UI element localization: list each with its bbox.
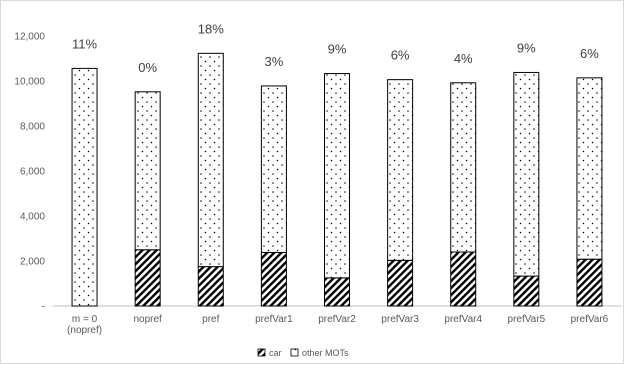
percent-label: 6%	[580, 46, 599, 61]
bar-segment-car	[324, 277, 350, 307]
bar-segment-car	[450, 251, 477, 307]
x-tick-label: pref	[202, 314, 219, 325]
bar-segment-other-mots	[387, 79, 414, 261]
bar-segment-car	[513, 275, 540, 307]
bar-segment-other-mots	[134, 91, 161, 251]
legend-label-car: car	[269, 348, 282, 358]
legend-swatch-car	[257, 348, 266, 357]
y-tick-label: -	[42, 302, 45, 313]
y-tick-label: 12,000	[14, 32, 45, 43]
x-tick-label: prefVar5	[508, 314, 546, 325]
x-axis-labels: m = 0 (nopref) nopref pref prefVar1 prefVar2 p…	[67, 314, 609, 336]
bar-segment-other-mots	[324, 73, 350, 279]
percent-label: 4%	[454, 51, 473, 66]
legend: car other MOTs	[257, 348, 349, 358]
percent-label: 6%	[391, 48, 410, 63]
bars	[71, 52, 603, 307]
legend-label-other-mots: other MOTs	[302, 348, 349, 358]
x-tick-label: prefVar4	[444, 314, 482, 325]
bar-segment-other-mots	[71, 67, 98, 307]
percent-label: 11%	[72, 36, 97, 51]
bar-segment-other-mots	[513, 71, 540, 277]
y-tick-label: 6,000	[20, 167, 45, 178]
y-axis: 12,000 10,000 8,000 6,000 4,000 2,000 -	[14, 32, 45, 313]
bar-segment-car	[134, 249, 161, 307]
percent-label: 18%	[198, 21, 224, 36]
percent-annotations: 11% 0% 18% 3% 9% 6% 4% 9% 6%	[72, 21, 599, 74]
x-tick-label: m = 0 (nopref)	[67, 314, 102, 336]
bar-segment-other-mots	[576, 77, 603, 260]
percent-label: 9%	[517, 40, 536, 55]
y-tick-label: 2,000	[20, 257, 45, 268]
x-tick-label: prefVar2	[318, 314, 356, 325]
percent-label: 0%	[138, 60, 157, 75]
x-tick-label: nopref	[133, 314, 162, 325]
y-tick-label: 4,000	[20, 212, 45, 223]
legend-swatch-other-mots	[290, 348, 299, 357]
bar-segment-car	[576, 258, 603, 307]
y-tick-label: 8,000	[20, 122, 45, 133]
x-tick-label: prefVar3	[381, 314, 419, 325]
percent-label: 3%	[264, 54, 283, 69]
x-tick-label: prefVar6	[571, 314, 609, 325]
bar-segment-car	[260, 251, 287, 307]
percent-label: 9%	[328, 42, 347, 57]
bar-segment-other-mots	[260, 85, 287, 253]
bar-segment-car	[387, 259, 414, 307]
x-tick-label: prefVar1	[255, 314, 293, 325]
bar-segment-other-mots	[450, 82, 477, 253]
y-tick-label: 10,000	[14, 77, 45, 88]
bar-segment-other-mots	[197, 52, 224, 268]
bar-segment-car	[197, 266, 224, 307]
